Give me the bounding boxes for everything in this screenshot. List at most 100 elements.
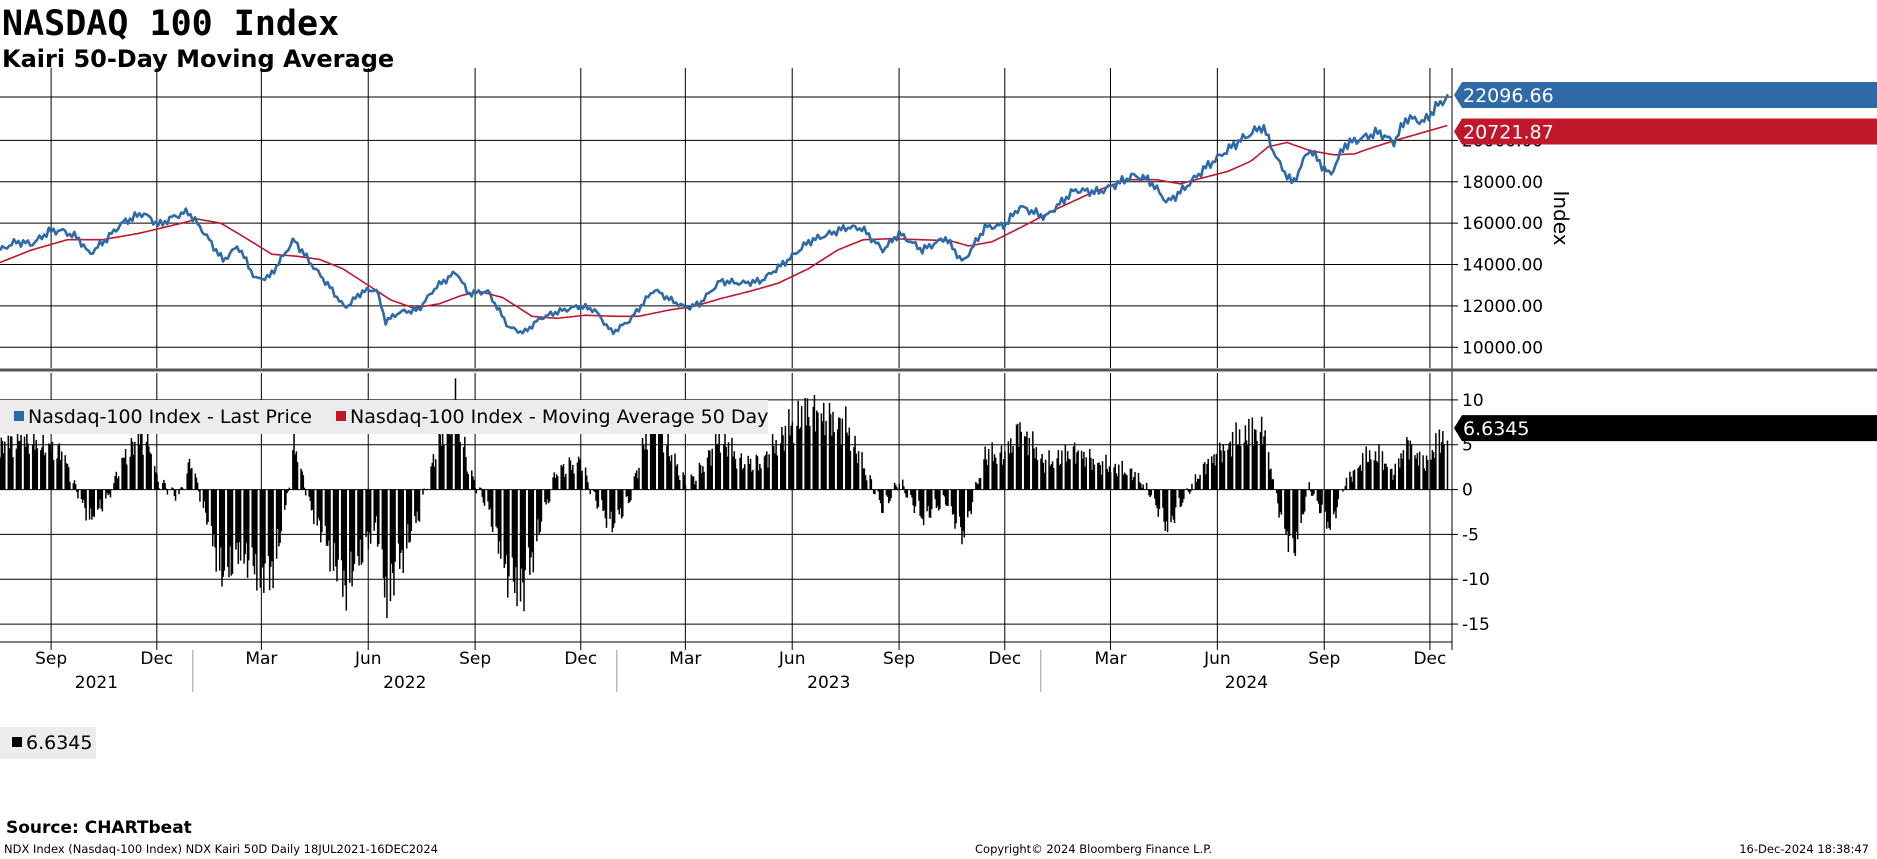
kairi-bar [666, 445, 668, 490]
kairi-bar [536, 489, 538, 542]
kairi-bar [138, 445, 141, 490]
kairi-bar [410, 489, 413, 531]
kairi-bar [1194, 474, 1197, 490]
kairi-bar [139, 433, 142, 490]
kairi-bar [156, 474, 158, 490]
kairi-bar [1422, 455, 1424, 490]
kairi-bar [1107, 471, 1110, 490]
kairi-bar [1197, 478, 1199, 490]
kairi-bar [897, 489, 899, 491]
kairi-bar [359, 489, 361, 540]
kairi-bar [1410, 444, 1413, 490]
kairi-bar [1318, 489, 1321, 514]
kairi-bar [799, 427, 802, 490]
kairi-bar [1012, 445, 1014, 490]
kairi-bar [1424, 470, 1427, 490]
kairi-bar [1190, 489, 1192, 492]
kairi-bar [1050, 464, 1053, 490]
kairi-bar [357, 489, 359, 557]
kairi-bar [40, 450, 42, 490]
kairi-bar [797, 400, 799, 490]
kairi-bar [300, 468, 302, 490]
kairi-bar [1148, 489, 1150, 496]
kairi-bar [392, 489, 394, 574]
kairi-bar [692, 476, 695, 490]
kairi-bar [239, 489, 242, 561]
kairi-bar [385, 489, 387, 577]
kairi-bar [1430, 459, 1432, 490]
kairi-bar [1402, 450, 1405, 490]
kairi-bar [645, 432, 647, 490]
kairi-bar [503, 489, 506, 569]
kairi-bar [813, 394, 816, 490]
kairi-bar [556, 476, 559, 490]
kairi-bar [1442, 431, 1444, 490]
kairi-bar [701, 473, 703, 490]
kairi-bar [1302, 489, 1305, 515]
kairi-bar [1336, 489, 1338, 508]
kairi-bar [238, 489, 241, 543]
kairi-bar [142, 454, 144, 490]
kairi-bar [1080, 450, 1083, 490]
kairi-bar [691, 476, 694, 490]
kairi-bar [471, 470, 473, 490]
kairi-bar [1009, 438, 1012, 490]
kairi-bar [243, 489, 245, 564]
x-month-tick-label: Sep [1308, 649, 1340, 669]
kairi-bar [199, 489, 201, 502]
kairi-bar [1162, 489, 1164, 508]
kairi-bar [727, 442, 730, 490]
kairi-bar [587, 482, 589, 490]
kairi-bar [42, 434, 44, 490]
kairi-bar [1020, 431, 1022, 490]
kairi-bar [195, 477, 198, 490]
kairi-bar [789, 435, 791, 490]
kairi-bar [1158, 489, 1161, 510]
kairi-bar [293, 430, 295, 490]
kairi-bar [710, 465, 712, 490]
kairi-bar [163, 479, 165, 490]
kairi-bar [1296, 489, 1299, 540]
kairi-bar [507, 489, 509, 598]
kairi-bar [1360, 470, 1363, 490]
kairi-bar [43, 455, 46, 490]
kairi-bar [7, 435, 10, 490]
kairi-bar [516, 489, 518, 607]
kairi-bar [277, 489, 279, 529]
kairi-bar [162, 482, 164, 490]
kairi-bar [272, 489, 274, 589]
kairi-bar [326, 489, 329, 547]
kairi-bar [481, 489, 483, 497]
kairi-bar [60, 451, 63, 490]
kairi-bar [603, 489, 605, 511]
kairi-bar [1059, 463, 1062, 490]
y-tick-label-bottom: 5 [1462, 436, 1473, 456]
kairi-bar [922, 489, 925, 526]
kairi-bar [1357, 468, 1359, 490]
kairi-bar [28, 453, 30, 490]
kairi-bar [1279, 489, 1281, 513]
kairi-bar [726, 456, 729, 490]
kairi-bar [1036, 460, 1039, 490]
kairi-bar [165, 488, 168, 490]
kairi-bar [1137, 472, 1140, 490]
kairi-bar [64, 455, 66, 490]
kairi-bar [1178, 489, 1180, 499]
kairi-bar [749, 458, 752, 490]
kairi-bar [479, 487, 481, 490]
kairi-bar [1082, 458, 1084, 490]
kairi-bar [131, 441, 134, 490]
kairi-bar [611, 489, 614, 533]
kairi-bar [12, 457, 14, 490]
kairi-bar [596, 489, 598, 509]
kairi-bar [1129, 468, 1132, 490]
kairi-bar [706, 457, 709, 490]
kairi-bar [817, 412, 819, 490]
kairi-bar [821, 421, 824, 490]
kairi-bar [101, 489, 104, 512]
kairi-bar [677, 475, 680, 490]
kairi-bar [166, 489, 169, 495]
kairi-bar [1256, 440, 1258, 490]
kairi-bar [93, 489, 95, 518]
kairi-bar [1203, 462, 1206, 490]
